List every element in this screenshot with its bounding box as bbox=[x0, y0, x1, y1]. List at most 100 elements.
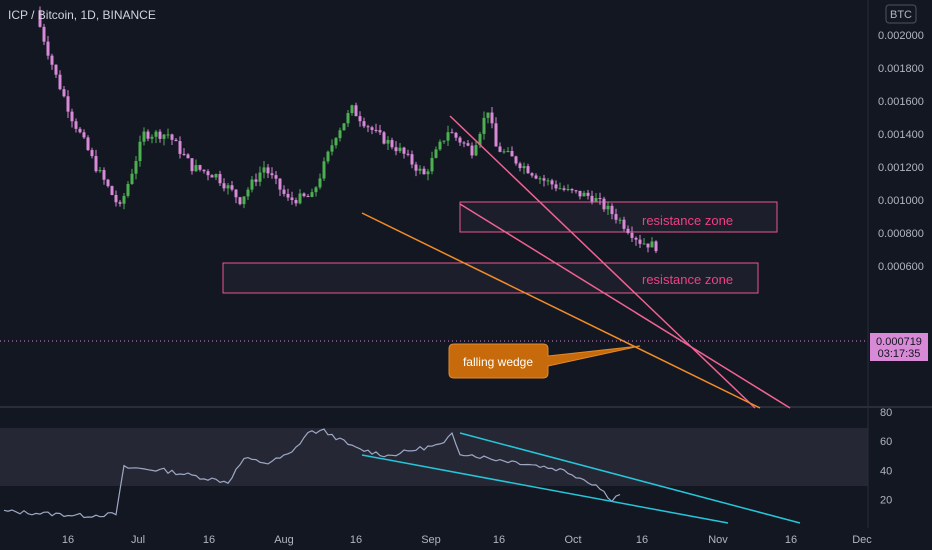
candle-body bbox=[150, 136, 154, 139]
candle-body bbox=[546, 180, 550, 182]
rsi-resistance-line[interactable] bbox=[459, 432, 801, 524]
candle-body bbox=[162, 134, 166, 139]
candle-body bbox=[278, 178, 282, 190]
candle-body bbox=[86, 137, 90, 151]
candle-body bbox=[634, 237, 638, 240]
wedge-upper-line[interactable] bbox=[449, 115, 756, 409]
candle-body bbox=[410, 154, 414, 165]
candle-body bbox=[454, 132, 458, 138]
wedge-lower-line[interactable] bbox=[459, 203, 791, 409]
resistance-zone-upper[interactable] bbox=[459, 201, 778, 233]
candle-body bbox=[106, 179, 110, 187]
candle-body bbox=[130, 173, 134, 184]
candle-body bbox=[322, 161, 326, 179]
candle-body bbox=[262, 167, 266, 173]
candle-body bbox=[406, 153, 410, 155]
time-tick-label: Dec bbox=[852, 534, 872, 546]
candle-body bbox=[638, 239, 642, 244]
candle-body bbox=[486, 112, 490, 118]
candle-body bbox=[502, 151, 506, 153]
candle-body bbox=[398, 147, 402, 152]
candle-body bbox=[134, 161, 138, 174]
currency-badge[interactable]: BTC bbox=[885, 4, 917, 24]
candle-body bbox=[446, 132, 450, 141]
candle-body bbox=[194, 165, 198, 172]
candle-body bbox=[586, 192, 590, 196]
candle-body bbox=[622, 219, 626, 229]
time-tick-label: 16 bbox=[493, 534, 505, 546]
candle-body bbox=[226, 185, 230, 189]
time-axis[interactable]: 16 Jul 16 Aug 16 Sep 16 Oct 16 Nov 16 Dec bbox=[62, 534, 872, 546]
candle-body bbox=[430, 157, 434, 172]
candle-body bbox=[378, 130, 382, 133]
rsi-tick-label: 60 bbox=[880, 436, 892, 448]
candle-body bbox=[598, 198, 602, 200]
candle-body bbox=[38, 10, 42, 27]
price-axis[interactable]: 0.002000 0.001800 0.001600 0.001400 0.001200… bbox=[878, 30, 924, 273]
candle-body bbox=[186, 154, 190, 159]
rsi-support-line[interactable] bbox=[361, 454, 729, 524]
candle-body bbox=[514, 156, 518, 164]
candle-body bbox=[474, 145, 478, 156]
candle-body bbox=[294, 200, 298, 204]
price-tick-label: 0.001400 bbox=[878, 129, 924, 141]
callout-text: falling wedge bbox=[463, 355, 533, 369]
candle-body bbox=[602, 198, 606, 210]
candle-body bbox=[318, 178, 322, 188]
candle-body bbox=[538, 178, 542, 180]
candle-body bbox=[46, 41, 50, 56]
candle-body bbox=[642, 243, 646, 245]
rsi-tick-label: 80 bbox=[880, 407, 892, 419]
time-tick-label: 16 bbox=[785, 534, 797, 546]
candle-body bbox=[338, 130, 342, 139]
chart-title: ICP / Bitcoin, 1D, BINANCE bbox=[8, 8, 156, 22]
candle-body bbox=[566, 188, 570, 190]
candle-body bbox=[366, 126, 370, 128]
candle-body bbox=[146, 131, 150, 139]
candle-body bbox=[154, 131, 158, 137]
candle-body bbox=[594, 198, 598, 202]
zone-label-upper: resistance zone bbox=[642, 213, 733, 228]
candle-body bbox=[250, 179, 254, 190]
candle-body bbox=[534, 175, 538, 179]
candle-body bbox=[206, 171, 210, 176]
candle-body bbox=[266, 167, 270, 174]
candle-body bbox=[78, 128, 82, 133]
candle-body bbox=[418, 168, 422, 171]
price-tick-label: 0.001600 bbox=[878, 96, 924, 108]
candle-body bbox=[490, 112, 494, 124]
countdown-value: 03:17:35 bbox=[878, 348, 921, 360]
candle-body bbox=[114, 194, 118, 203]
time-tick-label: Jul bbox=[131, 534, 145, 546]
last-price-value: 0.000719 bbox=[876, 336, 922, 348]
candle-body bbox=[358, 116, 362, 122]
candle-body bbox=[182, 153, 186, 155]
candle-body bbox=[350, 105, 354, 114]
price-tick-label: 0.001200 bbox=[878, 162, 924, 174]
candle-body bbox=[434, 149, 438, 158]
candle-body bbox=[334, 138, 338, 146]
candle-body bbox=[438, 141, 442, 150]
candle-body bbox=[654, 241, 658, 252]
rsi-line bbox=[3, 428, 621, 519]
candle-body bbox=[178, 141, 182, 154]
candle-body bbox=[494, 123, 498, 147]
candle-body bbox=[374, 129, 378, 131]
candle-body bbox=[230, 185, 234, 190]
candle-body bbox=[466, 143, 470, 146]
resistance-zone-lower[interactable] bbox=[222, 262, 759, 294]
candle-body bbox=[102, 170, 106, 180]
candle-body bbox=[574, 190, 578, 192]
last-price-badge: 0.000719 03:17:35 bbox=[870, 333, 928, 361]
candle-body bbox=[282, 189, 286, 194]
candle-body bbox=[158, 131, 162, 139]
falling-wedge-callout[interactable]: falling wedge bbox=[448, 343, 641, 379]
price-tick-label: 0.000800 bbox=[878, 228, 924, 240]
support-trendline[interactable] bbox=[361, 212, 761, 409]
rsi-tick-label: 40 bbox=[880, 465, 892, 477]
candle-body bbox=[510, 151, 514, 157]
candle-body bbox=[342, 123, 346, 131]
candle-body bbox=[94, 156, 98, 172]
candle-body bbox=[170, 134, 174, 140]
